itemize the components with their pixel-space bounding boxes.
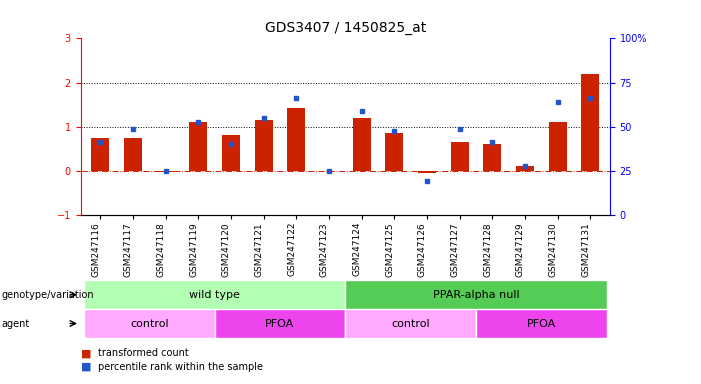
Bar [215,309,346,338]
Text: transformed count: transformed count [98,348,189,358]
Text: wild type: wild type [189,290,240,300]
Text: genotype/variation: genotype/variation [1,290,94,300]
Text: PFOA: PFOA [526,318,556,329]
Bar [189,122,207,171]
Bar [353,118,371,171]
Text: PPAR-alpha null: PPAR-alpha null [433,290,519,300]
Bar [346,280,606,309]
Bar [476,309,606,338]
Text: control: control [130,318,168,329]
Bar [516,166,534,171]
Title: GDS3407 / 1450825_at: GDS3407 / 1450825_at [264,21,426,35]
Bar [124,138,142,171]
Bar [84,280,346,309]
Bar [418,171,436,173]
Bar [346,309,476,338]
Bar [84,309,215,338]
Text: ■: ■ [81,362,91,372]
Bar [254,120,273,171]
Bar [549,122,566,171]
Bar [91,138,109,171]
Bar [156,171,175,172]
Bar [451,142,468,171]
Text: ■: ■ [81,348,91,358]
Bar [386,133,403,171]
Bar [222,135,240,171]
Text: control: control [391,318,430,329]
Bar [483,144,501,171]
Text: PFOA: PFOA [265,318,294,329]
Text: percentile rank within the sample: percentile rank within the sample [98,362,263,372]
Bar [287,108,305,171]
Bar [581,74,599,171]
Text: agent: agent [1,318,29,329]
